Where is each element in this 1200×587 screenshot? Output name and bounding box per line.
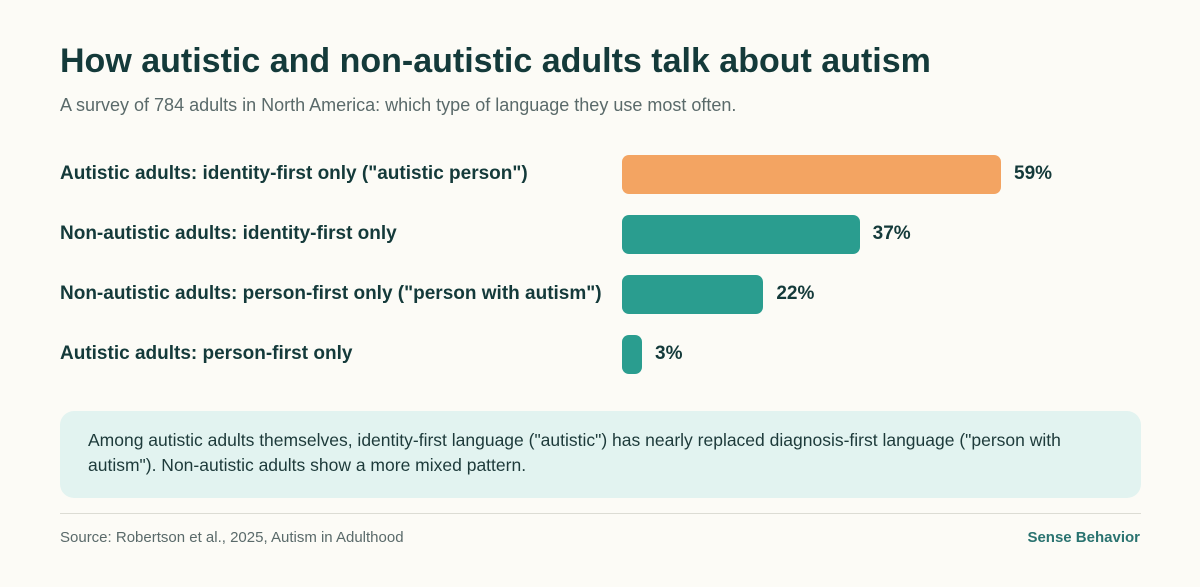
category-label: Non-autistic adults: identity-first only xyxy=(60,223,397,244)
category-label: Autistic adults: identity-first only ("a… xyxy=(60,163,528,184)
brand-name: Sense Behavior xyxy=(1027,529,1140,546)
bar xyxy=(622,155,1001,194)
chart-subtitle: A survey of 784 adults in North America:… xyxy=(60,95,737,115)
category-label: Autistic adults: person-first only xyxy=(60,343,353,364)
value-label: 22% xyxy=(776,283,815,304)
insight-note: Among autistic adults themselves, identi… xyxy=(60,411,1141,498)
bar xyxy=(622,215,860,254)
chart-title: How autistic and non-autistic adults tal… xyxy=(60,42,931,80)
bar xyxy=(622,275,764,314)
value-label: 3% xyxy=(655,343,683,364)
bar xyxy=(622,335,642,374)
source-citation: Source: Robertson et al., 2025, Autism i… xyxy=(60,529,404,546)
value-label: 37% xyxy=(872,223,911,244)
category-label: Non-autistic adults: person-first only (… xyxy=(60,283,602,304)
value-label: 59% xyxy=(1014,163,1053,184)
footer-divider xyxy=(60,513,1141,514)
